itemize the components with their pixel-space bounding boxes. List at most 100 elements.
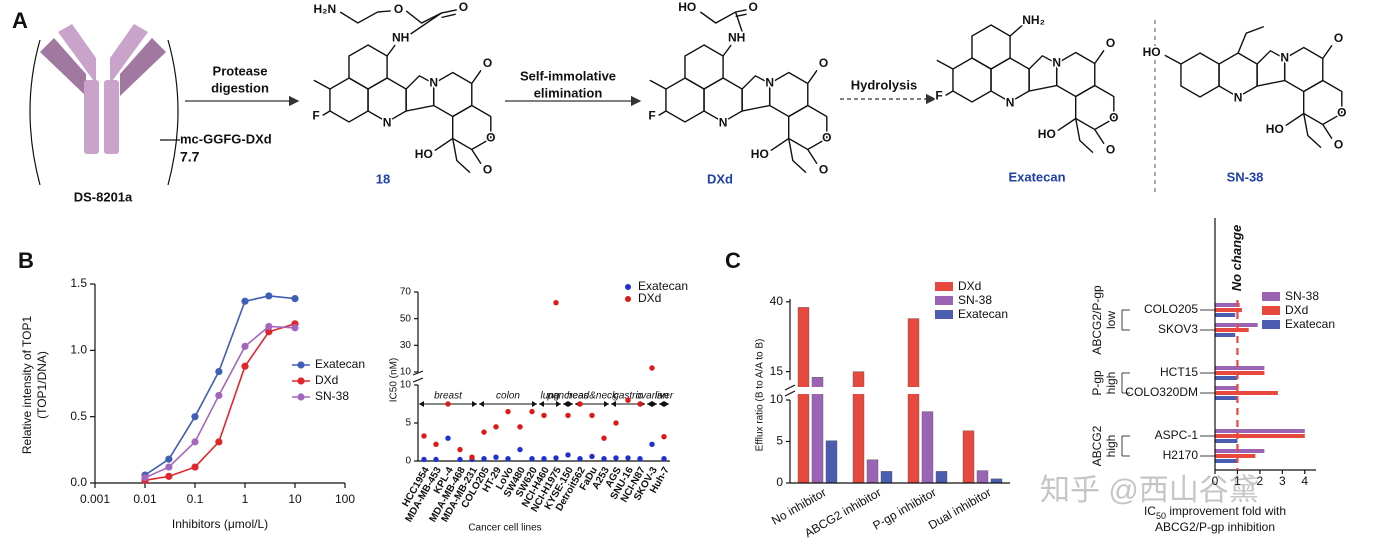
y-tick-label: 10	[770, 392, 784, 406]
bar	[1215, 386, 1238, 390]
bond	[1303, 79, 1343, 126]
atom-label: F	[312, 109, 319, 123]
bond	[410, 12, 442, 35]
bond	[971, 24, 1011, 70]
atom-label: O	[819, 56, 828, 70]
data-point	[141, 474, 149, 482]
structure: H₂N O O NH F N N O O O HO 18	[311, 0, 497, 186]
light-chain	[110, 24, 148, 84]
legend-marker	[625, 284, 631, 290]
x-tick-label: 0.01	[133, 492, 157, 506]
y-tick-label: 1.5	[70, 276, 87, 290]
data-point	[421, 456, 427, 463]
bond	[386, 44, 396, 57]
axis-break	[412, 370, 424, 376]
bond	[649, 79, 667, 90]
data-point	[541, 456, 547, 462]
linker-label: mc-GGFG-DXd	[180, 131, 272, 146]
group-label: breast	[434, 391, 463, 402]
y-tick-label: COLO205	[1144, 302, 1198, 316]
bond	[405, 74, 435, 112]
group-label: colon	[496, 391, 520, 402]
compound-name: SN-38	[1227, 169, 1264, 184]
data-point	[661, 456, 667, 462]
bond	[952, 57, 992, 103]
atom-label: HO	[1266, 122, 1284, 136]
atom-label: O	[822, 131, 831, 145]
step-label: Self-immolative	[520, 68, 616, 83]
data-point	[529, 408, 535, 415]
group-label: ovarian	[636, 391, 669, 402]
data-point	[529, 456, 535, 462]
data-point	[291, 324, 299, 332]
data-point	[517, 424, 523, 430]
data-point	[565, 452, 571, 458]
bond	[945, 90, 954, 97]
y-tick-label: COLO320DM	[1125, 385, 1198, 399]
data-point	[589, 453, 595, 460]
bond	[1322, 44, 1333, 59]
atom-label: NH	[728, 31, 745, 45]
bar	[1215, 333, 1236, 337]
atom-label: F	[935, 89, 942, 103]
data-point	[191, 413, 199, 421]
series-line	[144, 295, 296, 476]
bar	[1215, 396, 1238, 400]
atom-label: NH₂	[1022, 13, 1045, 27]
legend-swatch	[935, 296, 953, 305]
bracket	[167, 39, 179, 186]
data-point	[165, 463, 173, 471]
data-point	[541, 412, 547, 419]
atom-label: HO	[415, 147, 433, 161]
bond	[722, 44, 732, 57]
atom-label: O	[819, 163, 828, 177]
bond	[1180, 52, 1220, 98]
bar	[1215, 449, 1265, 453]
bar	[921, 411, 934, 484]
bar	[962, 430, 975, 484]
bond	[405, 9, 457, 24]
bond	[684, 44, 724, 90]
bond	[441, 13, 456, 19]
arrowhead	[647, 401, 657, 407]
x-axis-label: ABCG2/P-gp inhibition	[1155, 520, 1275, 534]
data-point	[265, 322, 273, 331]
bar	[1215, 303, 1240, 307]
bar	[866, 459, 879, 484]
data-point	[291, 294, 299, 303]
step-label: Hydrolysis	[851, 77, 917, 92]
y-tick-label: 30	[400, 340, 412, 351]
x-tick-label: 10	[288, 492, 302, 506]
heavy-chain	[120, 38, 166, 96]
bond	[807, 149, 818, 165]
y-tick-label: 0	[776, 475, 783, 489]
legend-label: SN-38	[1285, 289, 1319, 303]
y-axis-label: Relative intensity of TOP1	[20, 316, 34, 455]
bond	[1283, 46, 1324, 93]
bar	[1215, 366, 1265, 370]
legend-swatch	[935, 310, 953, 319]
compound-name: Exatecan	[1008, 169, 1065, 184]
atom-label: HO	[751, 147, 769, 161]
y-axis-label: (TOP1/DNA)	[35, 351, 49, 419]
group-label: high	[1104, 372, 1118, 395]
data-point	[577, 401, 583, 407]
atom-label: O	[483, 56, 492, 70]
axis-break	[784, 384, 796, 391]
y-axis-label: IC50 (nM)	[389, 358, 400, 402]
atom-label: O	[1337, 106, 1346, 120]
bar	[990, 478, 1003, 484]
data-point	[661, 433, 667, 440]
data-point	[165, 455, 173, 463]
bar	[1215, 429, 1305, 433]
y-tick-label: SKOV3	[1158, 322, 1198, 336]
axis-break	[784, 390, 796, 397]
x-axis-label: Cancer cell lines	[468, 523, 541, 534]
data-point	[457, 446, 463, 453]
data-point	[481, 429, 487, 435]
y-tick-label: 10	[400, 367, 412, 378]
legend-swatch	[1262, 306, 1280, 315]
atom-label: O	[1106, 143, 1115, 157]
bond	[313, 79, 331, 90]
x-axis-label-part: IC	[1144, 504, 1156, 518]
